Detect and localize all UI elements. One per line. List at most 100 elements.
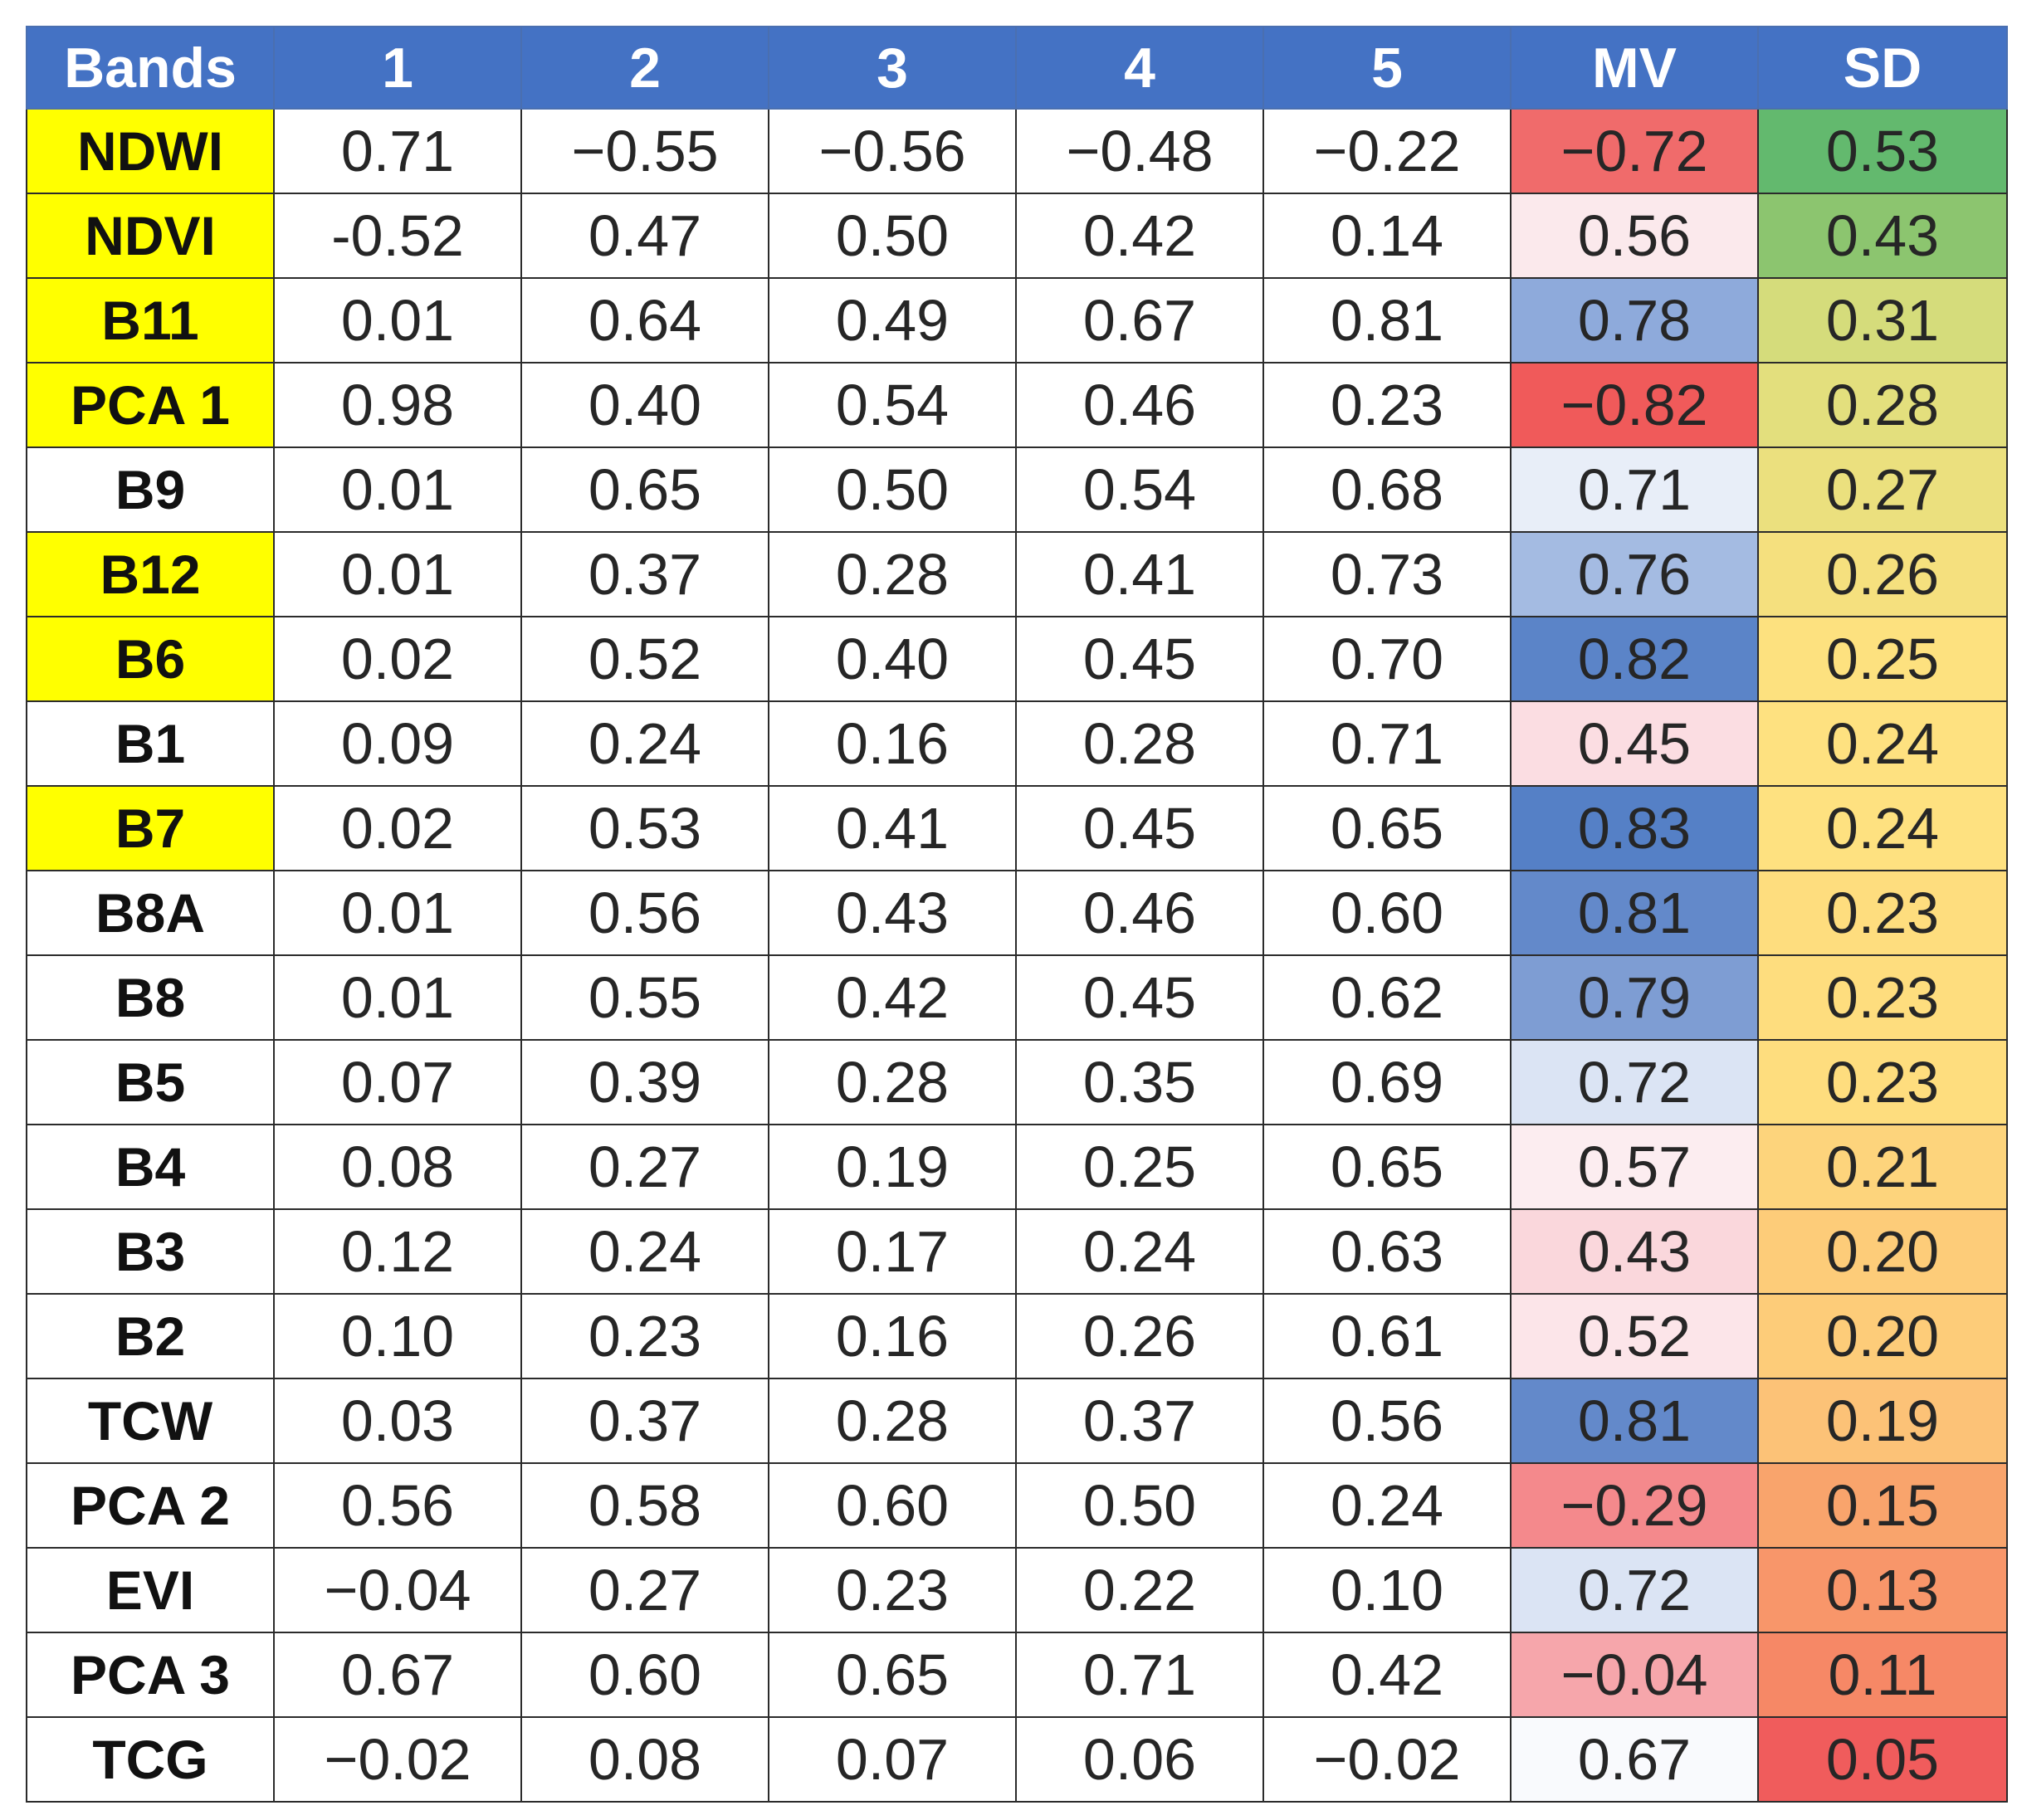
value-cell-2: 0.08 <box>520 1716 769 1803</box>
mv-cell: −0.04 <box>1510 1632 1759 1718</box>
results-table-container: Bands 1 2 3 4 5 MV SD NDWI 0.71 −0.55 −0.56… <box>26 26 2008 1803</box>
table-row: B3 0.12 0.24 0.17 0.24 0.63 0.43 0.20 <box>26 1208 2008 1295</box>
table-row: B6 0.02 0.52 0.40 0.45 0.70 0.82 0.25 <box>26 616 2008 702</box>
band-label: NDVI <box>26 193 275 279</box>
value-cell-1: −0.04 <box>273 1547 522 1633</box>
band-label: TCW <box>26 1378 275 1464</box>
value-cell-1: 0.98 <box>273 362 522 448</box>
value-cell-2: 0.58 <box>520 1462 769 1549</box>
value-cell-2: 0.40 <box>520 362 769 448</box>
table-body: NDWI 0.71 −0.55 −0.56 −0.48 −0.22 −0.72 0.53 NDV… <box>26 108 2008 1803</box>
band-label: B9 <box>26 446 275 533</box>
value-cell-5: 0.14 <box>1262 193 1512 279</box>
value-cell-2: 0.39 <box>520 1039 769 1125</box>
header-sd: SD <box>1757 26 2008 110</box>
mv-cell: 0.72 <box>1510 1547 1759 1633</box>
value-cell-5: 0.81 <box>1262 277 1512 364</box>
value-cell-1: 0.01 <box>273 531 522 617</box>
band-label: B1 <box>26 700 275 787</box>
mv-cell: −0.29 <box>1510 1462 1759 1549</box>
value-cell-5: −0.02 <box>1262 1716 1512 1803</box>
mv-cell: 0.81 <box>1510 870 1759 956</box>
value-cell-1: 0.71 <box>273 108 522 194</box>
value-cell-4: 0.41 <box>1015 531 1264 617</box>
band-label: B12 <box>26 531 275 617</box>
band-label: B8A <box>26 870 275 956</box>
value-cell-4: 0.37 <box>1015 1378 1264 1464</box>
mv-cell: 0.45 <box>1510 700 1759 787</box>
value-cell-3: 0.16 <box>768 700 1017 787</box>
header-col-4: 4 <box>1015 26 1264 110</box>
band-label: B6 <box>26 616 275 702</box>
value-cell-2: 0.27 <box>520 1547 769 1633</box>
value-cell-5: 0.24 <box>1262 1462 1512 1549</box>
value-cell-2: 0.55 <box>520 954 769 1041</box>
table-row: NDVI -0.52 0.47 0.50 0.42 0.14 0.56 0.43 <box>26 193 2008 279</box>
value-cell-2: 0.37 <box>520 1378 769 1464</box>
value-cell-4: 0.45 <box>1015 616 1264 702</box>
value-cell-3: 0.54 <box>768 362 1017 448</box>
value-cell-5: −0.22 <box>1262 108 1512 194</box>
sd-cell: 0.11 <box>1757 1632 2008 1718</box>
value-cell-5: 0.42 <box>1262 1632 1512 1718</box>
sd-cell: 0.23 <box>1757 1039 2008 1125</box>
value-cell-2: 0.52 <box>520 616 769 702</box>
header-col-3: 3 <box>768 26 1017 110</box>
value-cell-5: 0.71 <box>1262 700 1512 787</box>
header-col-2: 2 <box>520 26 769 110</box>
header-col-1: 1 <box>273 26 522 110</box>
band-label: B3 <box>26 1208 275 1295</box>
sd-cell: 0.28 <box>1757 362 2008 448</box>
band-label: B5 <box>26 1039 275 1125</box>
value-cell-3: 0.60 <box>768 1462 1017 1549</box>
sd-cell: 0.13 <box>1757 1547 2008 1633</box>
sd-cell: 0.53 <box>1757 108 2008 194</box>
header-col-5: 5 <box>1262 26 1512 110</box>
value-cell-1: 0.56 <box>273 1462 522 1549</box>
value-cell-4: 0.06 <box>1015 1716 1264 1803</box>
value-cell-3: 0.41 <box>768 785 1017 871</box>
value-cell-5: 0.70 <box>1262 616 1512 702</box>
sd-cell: 0.21 <box>1757 1124 2008 1210</box>
table-row: PCA 3 0.67 0.60 0.65 0.71 0.42 −0.04 0.11 <box>26 1632 2008 1718</box>
mv-cell: 0.57 <box>1510 1124 1759 1210</box>
sd-cell: 0.20 <box>1757 1208 2008 1295</box>
mv-cell: 0.76 <box>1510 531 1759 617</box>
band-label: EVI <box>26 1547 275 1633</box>
mv-cell: 0.72 <box>1510 1039 1759 1125</box>
value-cell-5: 0.73 <box>1262 531 1512 617</box>
table-row: TCG −0.02 0.08 0.07 0.06 −0.02 0.67 0.05 <box>26 1716 2008 1803</box>
sd-cell: 0.05 <box>1757 1716 2008 1803</box>
value-cell-2: 0.27 <box>520 1124 769 1210</box>
value-cell-1: 0.12 <box>273 1208 522 1295</box>
table-row: B1 0.09 0.24 0.16 0.28 0.71 0.45 0.24 <box>26 700 2008 787</box>
value-cell-1: 0.67 <box>273 1632 522 1718</box>
value-cell-3: 0.65 <box>768 1632 1017 1718</box>
sd-cell: 0.20 <box>1757 1293 2008 1379</box>
mv-cell: 0.83 <box>1510 785 1759 871</box>
table-row: B12 0.01 0.37 0.28 0.41 0.73 0.76 0.26 <box>26 531 2008 617</box>
value-cell-2: 0.65 <box>520 446 769 533</box>
band-label: TCG <box>26 1716 275 1803</box>
value-cell-5: 0.23 <box>1262 362 1512 448</box>
value-cell-4: 0.26 <box>1015 1293 1264 1379</box>
value-cell-5: 0.56 <box>1262 1378 1512 1464</box>
value-cell-1: 0.01 <box>273 954 522 1041</box>
value-cell-4: 0.46 <box>1015 870 1264 956</box>
value-cell-1: −0.02 <box>273 1716 522 1803</box>
mv-cell: 0.71 <box>1510 446 1759 533</box>
value-cell-5: 0.10 <box>1262 1547 1512 1633</box>
table-row: EVI −0.04 0.27 0.23 0.22 0.10 0.72 0.13 <box>26 1547 2008 1633</box>
value-cell-4: 0.28 <box>1015 700 1264 787</box>
value-cell-1: 0.02 <box>273 785 522 871</box>
table-row: TCW 0.03 0.37 0.28 0.37 0.56 0.81 0.19 <box>26 1378 2008 1464</box>
value-cell-5: 0.60 <box>1262 870 1512 956</box>
mv-cell: 0.52 <box>1510 1293 1759 1379</box>
value-cell-3: 0.40 <box>768 616 1017 702</box>
sd-cell: 0.19 <box>1757 1378 2008 1464</box>
value-cell-2: 0.37 <box>520 531 769 617</box>
band-label: NDWI <box>26 108 275 194</box>
mv-cell: −0.72 <box>1510 108 1759 194</box>
table-row: B2 0.10 0.23 0.16 0.26 0.61 0.52 0.20 <box>26 1293 2008 1379</box>
table-row: B8 0.01 0.55 0.42 0.45 0.62 0.79 0.23 <box>26 954 2008 1041</box>
